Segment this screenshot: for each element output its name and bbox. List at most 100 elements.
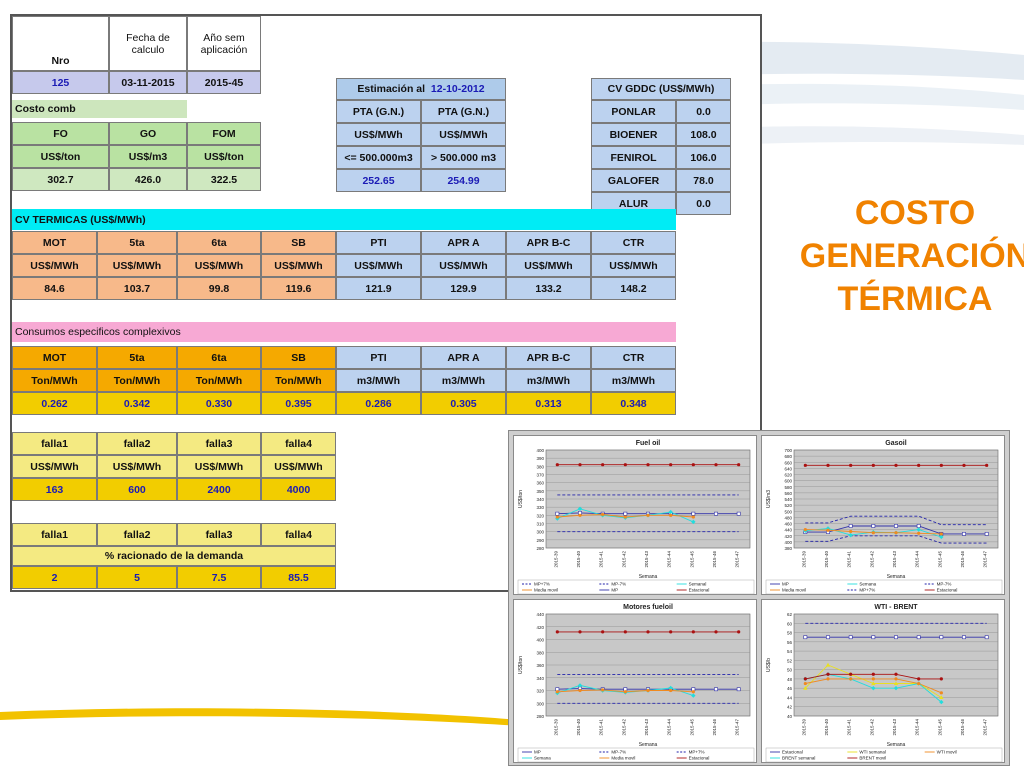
y-tick-label: 560 <box>784 491 792 496</box>
pta-header-1: PTA (G.N.) <box>336 100 421 123</box>
legend-label: Semanal <box>689 582 707 587</box>
estimacion-header: Estimación al 12-10-2012 <box>336 78 506 100</box>
data-point <box>849 463 853 467</box>
data-point <box>669 513 673 517</box>
go-value: 426.0 <box>109 168 187 191</box>
pta-range-1: <= 500.000m3 <box>336 146 421 169</box>
racion-header-3: falla3 <box>177 523 261 546</box>
x-tick-label: 2015-47 <box>983 551 988 568</box>
y-axis-label: US$/ton <box>518 656 524 674</box>
consumos-unit-mot: Ton/MWh <box>12 369 97 392</box>
data-point <box>916 527 921 532</box>
x-tick-label: 2015-40 <box>576 719 581 736</box>
termicas-unit-ctr: US$/MWh <box>591 254 676 277</box>
falla-unit-1: US$/MWh <box>12 455 97 478</box>
data-point <box>646 688 650 693</box>
x-axis-label: Semana <box>639 574 658 580</box>
y-tick-label: 320 <box>536 513 544 518</box>
pta-unit-1: US$/MWh <box>336 123 421 146</box>
charts-panel: Fuel oil 280 290 300 310 320 330 340 350 360 370 38… <box>508 430 1010 766</box>
legend-label: Semana <box>534 756 551 761</box>
data-point <box>962 532 966 536</box>
x-tick-label: 2015-43 <box>644 719 649 736</box>
y-tick-label: 380 <box>784 546 792 551</box>
gddc-value-galofer: 78.0 <box>676 169 731 192</box>
consumos-unit-apr-bc: m3/MWh <box>506 369 591 392</box>
data-point <box>894 531 898 535</box>
fo-unit: US$/ton <box>12 145 109 168</box>
termicas-unit-6ta: US$/MWh <box>177 254 261 277</box>
gddc-name-ponlar: PONLAR <box>591 100 676 123</box>
chart-title: Gasoil <box>885 440 906 447</box>
y-tick-label: 56 <box>787 640 793 645</box>
x-tick-label: 2015-47 <box>735 551 740 568</box>
y-tick-label: 400 <box>784 540 792 545</box>
data-point <box>803 685 808 690</box>
consumos-value-apr-bc: 0.313 <box>506 392 591 415</box>
data-point <box>737 463 741 467</box>
data-point <box>736 511 741 516</box>
y-tick-label: 680 <box>784 454 792 459</box>
y-tick-label: 380 <box>536 650 544 655</box>
falla-header-2: falla2 <box>97 432 177 455</box>
legend-label: MP-7% <box>611 750 626 755</box>
data-point <box>962 463 966 467</box>
consumos-header-apr-bc: APR B-C <box>506 346 591 369</box>
y-tick-label: 420 <box>536 625 544 630</box>
data-point <box>939 695 944 700</box>
data-point <box>555 515 559 519</box>
racion-value-3: 7.5 <box>177 566 261 589</box>
termicas-value-6ta: 99.8 <box>177 277 261 300</box>
data-point <box>577 506 583 511</box>
title-line-2: GENERACIÓN <box>799 237 1024 275</box>
data-point <box>601 512 605 517</box>
data-point <box>917 531 921 535</box>
data-point <box>623 690 627 694</box>
x-tick-label: 2015-47 <box>735 719 740 736</box>
termicas-header-sb: SB <box>261 231 336 254</box>
racion-header-1: falla1 <box>12 523 97 546</box>
data-point <box>894 524 898 528</box>
chart-wti-brent-svg: WTI - BRENT 40 42 44 46 48 50 52 54 56 58 60 62 2015-… <box>765 604 1003 763</box>
data-point <box>578 630 582 634</box>
x-tick-label: 2015-43 <box>892 551 897 568</box>
data-point <box>985 463 989 467</box>
y-tick-label: 48 <box>787 677 793 682</box>
x-tick-label: 2015-46 <box>960 551 965 568</box>
data-point <box>939 463 943 467</box>
legend-label: MP+7% <box>859 588 875 593</box>
data-point <box>803 635 808 640</box>
data-point <box>939 691 943 695</box>
y-tick-label: 60 <box>787 621 793 626</box>
gddc-name-galofer: GALOFER <box>591 169 676 192</box>
y-tick-label: 330 <box>536 505 544 510</box>
anio-label: Año sem aplicación <box>187 16 261 71</box>
legend-label: MP-7% <box>937 582 952 587</box>
go-unit: US$/m3 <box>109 145 187 168</box>
data-point <box>894 635 898 640</box>
data-point <box>893 685 899 691</box>
y-tick-label: 700 <box>784 448 792 453</box>
data-point <box>826 635 830 640</box>
y-tick-label: 280 <box>536 714 544 719</box>
data-point <box>849 529 853 534</box>
consumos-value-5ta: 0.342 <box>97 392 177 415</box>
data-point <box>555 630 559 634</box>
termicas-header-ctr: CTR <box>591 231 676 254</box>
termicas-header-pti: PTI <box>336 231 421 254</box>
y-tick-label: 350 <box>536 489 544 494</box>
data-point <box>848 635 853 640</box>
x-tick-label: 2015-44 <box>915 551 920 568</box>
data-point <box>646 463 650 467</box>
x-axis-label: Semana <box>887 742 906 748</box>
data-point <box>578 513 582 517</box>
data-point <box>871 463 875 467</box>
y-tick-label: 40 <box>787 714 793 719</box>
termicas-unit-sb: US$/MWh <box>261 254 336 277</box>
legend-label: MP+7% <box>689 750 705 755</box>
legend-label: Media movil <box>782 588 806 593</box>
legend-box <box>765 579 1003 595</box>
cv-gddc-title: CV GDDC (US$/MWh) <box>591 78 731 100</box>
legend-label: MP-7% <box>611 582 626 587</box>
data-point <box>871 681 876 686</box>
